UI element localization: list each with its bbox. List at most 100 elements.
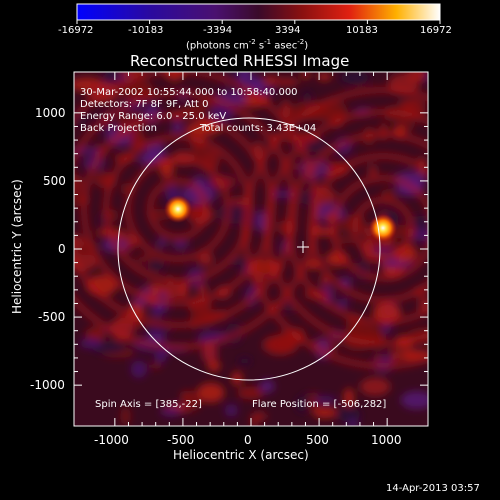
fringe-ring <box>124 155 232 263</box>
fringe-blob <box>224 403 238 417</box>
x-axis-title: Heliocentric X (arcsec) <box>173 448 309 462</box>
fringe-blob <box>120 406 131 426</box>
fringe-blob <box>406 72 426 83</box>
fringe-blob <box>238 72 252 85</box>
fringe-blob <box>171 121 184 133</box>
fringe-ring <box>263 108 428 348</box>
fringe-blob <box>254 86 276 95</box>
fringe-blob <box>400 391 428 410</box>
fringe-blob <box>164 284 189 299</box>
x-tick-label: -1000 <box>94 433 129 447</box>
units-text: (photons cm <box>186 40 249 52</box>
fringe-blob <box>197 283 208 296</box>
fringe-blob <box>259 379 275 393</box>
axis-ticks <box>74 72 428 426</box>
detectors: Detectors: 7F 8F 9F, Att 0 <box>80 99 209 110</box>
units-text: ) <box>304 40 309 52</box>
fringe-blob <box>182 390 202 412</box>
method: Back Projection <box>80 123 157 134</box>
colorbar-tick-label: -16972 <box>58 25 94 36</box>
fringe-ring <box>329 174 428 282</box>
flare-position-label: Flare Position = [-506,282] <box>252 399 387 410</box>
colorbar <box>76 3 441 24</box>
image-plot <box>74 72 428 426</box>
fringe-blob <box>339 72 370 84</box>
fringe-blob <box>74 174 84 194</box>
fringe-blob <box>251 412 268 421</box>
spin-axis-marker <box>297 241 309 253</box>
colorbar-units: (photons cm-2 s-1 asec-2) <box>186 39 308 51</box>
fringe-blob <box>359 377 391 396</box>
units-text: asec <box>271 40 298 52</box>
fringe-blob <box>312 406 338 419</box>
time-range: 30-Mar-2002 10:55:44.000 to 10:58:40.000 <box>80 87 298 98</box>
fringe-blob <box>307 391 321 411</box>
fringe-blob <box>389 348 400 363</box>
fringe-blob <box>380 188 396 199</box>
y-tick-label: 500 <box>43 174 66 188</box>
y-tick-label: -1000 <box>30 378 65 392</box>
fringe-blob <box>197 382 225 403</box>
units-text: s <box>255 40 265 52</box>
fringe-blob <box>180 104 208 114</box>
spin-axis-label: Spin Axis = [385,-22] <box>95 399 202 410</box>
fringe-blob <box>130 360 147 378</box>
fringe-blob <box>280 99 291 119</box>
fringe-blob <box>160 407 181 417</box>
fringe-ring <box>351 196 415 260</box>
fringe-blob <box>372 302 401 323</box>
fringe-blob <box>156 238 167 247</box>
fringe-blob <box>316 72 332 81</box>
flare-source-left <box>164 195 192 223</box>
fringe-blob <box>368 165 378 177</box>
x-tick-label: -500 <box>167 433 195 447</box>
fringe-blob <box>336 298 349 308</box>
fringe-ring <box>102 133 254 285</box>
energy-range: Energy Range: 6.0 - 25.0 keV <box>80 111 227 122</box>
fringe-blob <box>373 354 384 361</box>
fringe-blob <box>231 371 243 386</box>
fringe-ring <box>241 86 428 370</box>
fringe-blob <box>237 386 265 400</box>
fringe-blob <box>343 388 355 407</box>
fringe-ring <box>285 130 428 326</box>
colorbar-gradient <box>76 3 441 21</box>
fringe-blob <box>237 357 252 365</box>
fringe-blob <box>210 104 235 121</box>
fringe-blob <box>154 351 167 363</box>
colorbar-tick-label: -10183 <box>128 25 164 36</box>
fringe-blob <box>148 362 162 370</box>
image-title: Reconstructed RHESSI Image <box>130 52 350 70</box>
fringe-blob <box>74 147 102 155</box>
units-sup: -1 <box>264 38 272 46</box>
fringe-blob <box>314 395 337 404</box>
y-tick-label: 0 <box>58 242 66 256</box>
fringe-blob <box>335 407 361 422</box>
x-tick-label: 500 <box>306 433 329 447</box>
fringe-blob <box>333 236 356 244</box>
y-axis-title: Heliocentric Y (arcsec) <box>10 179 24 314</box>
flare-source-right <box>369 214 397 242</box>
colorbar-tick-label: 16972 <box>420 25 452 36</box>
y-tick-label: 1000 <box>35 106 66 120</box>
fringe-blob <box>147 261 165 270</box>
fringe-blob <box>172 241 189 249</box>
fringe-blob <box>399 120 416 131</box>
fringe-blob <box>261 74 279 87</box>
x-tick-label: 0 <box>244 433 252 447</box>
colorbar-tick-label: -3394 <box>203 25 233 36</box>
fringe-blob <box>122 86 156 95</box>
units-sup: -2 <box>297 38 305 46</box>
x-tick-label: 1000 <box>371 433 402 447</box>
fringe-blob <box>85 327 106 342</box>
colorbar-tick-label: 3394 <box>275 25 301 36</box>
solar-limb-circle <box>117 117 381 381</box>
fringe-ring <box>146 177 210 241</box>
footer-timestamp: 14-Apr-2013 03:57 <box>386 483 480 494</box>
y-tick-label: -500 <box>38 310 66 324</box>
colorbar-tick-label: 10183 <box>346 25 378 36</box>
fringe-blob <box>274 77 300 86</box>
total-counts: Total counts: 3.43E+04 <box>200 123 317 134</box>
fringe-ring <box>307 152 428 304</box>
